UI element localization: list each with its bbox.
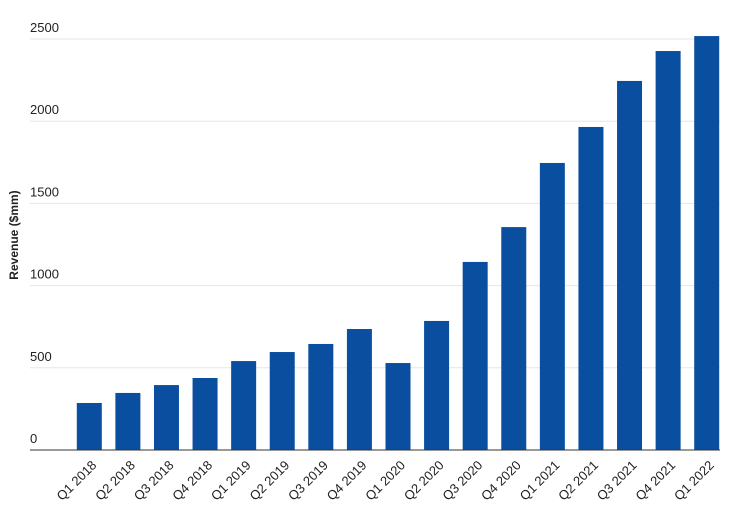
y-tick-label: 2500 <box>30 20 59 35</box>
bar <box>424 320 450 450</box>
x-tick-label: Q1 2021 <box>517 458 563 504</box>
y-tick-label: 2000 <box>30 102 59 117</box>
x-tick-label: Q4 2021 <box>632 458 678 504</box>
bar <box>192 377 218 450</box>
x-tick-label: Q2 2020 <box>401 458 447 504</box>
bar <box>269 352 295 450</box>
bar <box>501 227 527 450</box>
bar <box>617 80 643 450</box>
x-tick-label: Q2 2018 <box>92 458 138 504</box>
bar <box>76 402 102 450</box>
x-tick-label: Q1 2020 <box>362 458 408 504</box>
bar <box>308 343 334 450</box>
x-tick-label: Q3 2020 <box>439 458 485 504</box>
bar <box>694 36 720 451</box>
x-tick-label: Q2 2021 <box>555 458 601 504</box>
y-tick-label: 1000 <box>30 267 59 282</box>
x-tick-label: Q1 2022 <box>671 458 717 504</box>
x-tick-label: Q4 2020 <box>478 458 524 504</box>
x-tick-label: Q3 2018 <box>131 458 177 504</box>
x-tick-label: Q4 2019 <box>324 458 370 504</box>
x-tick-label: Q4 2018 <box>169 458 215 504</box>
bar <box>231 361 257 450</box>
y-axis-title: Revenue ($mm) <box>7 190 21 279</box>
x-tick-label: Q1 2018 <box>54 458 100 504</box>
x-tick-label: Q1 2019 <box>208 458 254 504</box>
y-tick-label: 0 <box>30 431 37 446</box>
bar <box>462 261 488 450</box>
bar <box>655 51 681 451</box>
y-tick-label: 500 <box>30 349 52 364</box>
bar <box>346 329 372 450</box>
bar <box>578 126 604 450</box>
x-tick-label: Q2 2019 <box>246 458 292 504</box>
bar <box>153 385 179 450</box>
x-tick-label: Q3 2019 <box>285 458 331 504</box>
y-tick-label: 1500 <box>30 184 59 199</box>
bar <box>115 392 141 450</box>
bar <box>539 162 565 450</box>
bar <box>385 363 411 450</box>
x-tick-label: Q3 2021 <box>594 458 640 504</box>
